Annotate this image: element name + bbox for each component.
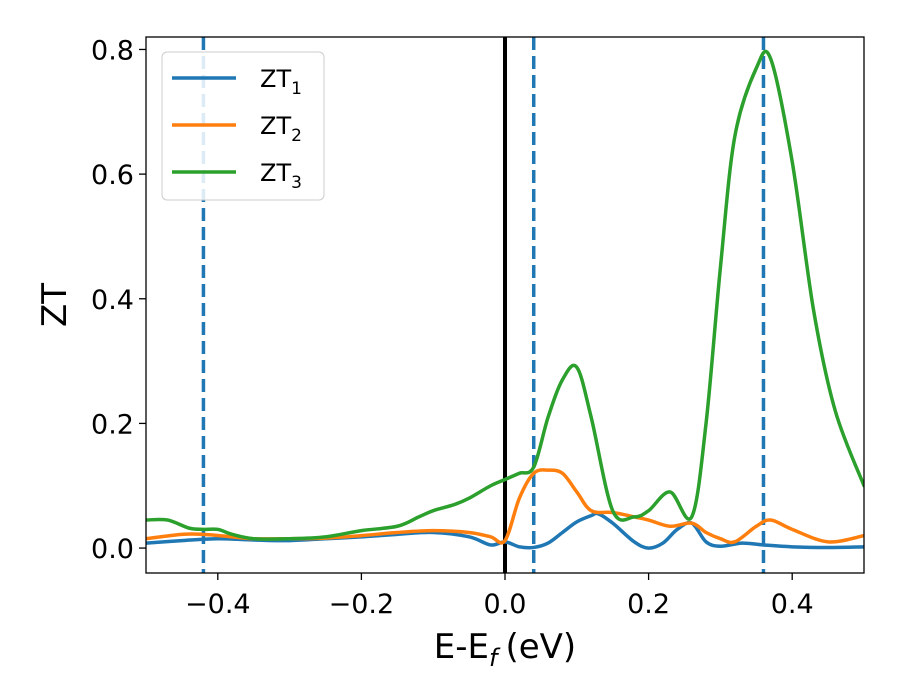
legend-label-zt3: ZT3	[260, 159, 302, 193]
legend-frame	[161, 51, 325, 201]
y-tick-label: 0.4	[91, 285, 134, 316]
x-tick-label: 0.4	[771, 589, 814, 620]
legend: ZT1 ZT2 ZT3	[161, 51, 325, 201]
x-axis-title-unit: (eV)	[505, 627, 576, 667]
y-tick-label: 0.0	[91, 534, 134, 565]
x-axis-ticks: −0.4 −0.2 0.0 0.2 0.4	[185, 573, 814, 620]
y-axis-ticks: 0.0 0.2 0.4 0.6 0.8	[91, 35, 146, 565]
x-axis-title-subscript: f	[489, 644, 501, 672]
y-tick-label: 0.6	[91, 160, 134, 191]
legend-label-zt2: ZT2	[260, 112, 302, 146]
x-tick-label: 0.2	[627, 589, 670, 620]
x-tick-label: −0.4	[185, 589, 251, 620]
reference-lines	[201, 37, 766, 573]
x-axis-title: E-Ef (eV)	[434, 627, 576, 672]
x-tick-label: 0.0	[484, 589, 527, 620]
series-layer	[146, 49, 864, 550]
y-axis-title: ZT	[35, 283, 75, 327]
y-tick-label: 0.2	[91, 409, 134, 440]
legend-label-zt1: ZT1	[260, 65, 302, 99]
series-line-zt3	[146, 49, 864, 541]
x-tick-label: −0.2	[329, 589, 395, 620]
y-tick-label: 0.8	[91, 35, 134, 66]
